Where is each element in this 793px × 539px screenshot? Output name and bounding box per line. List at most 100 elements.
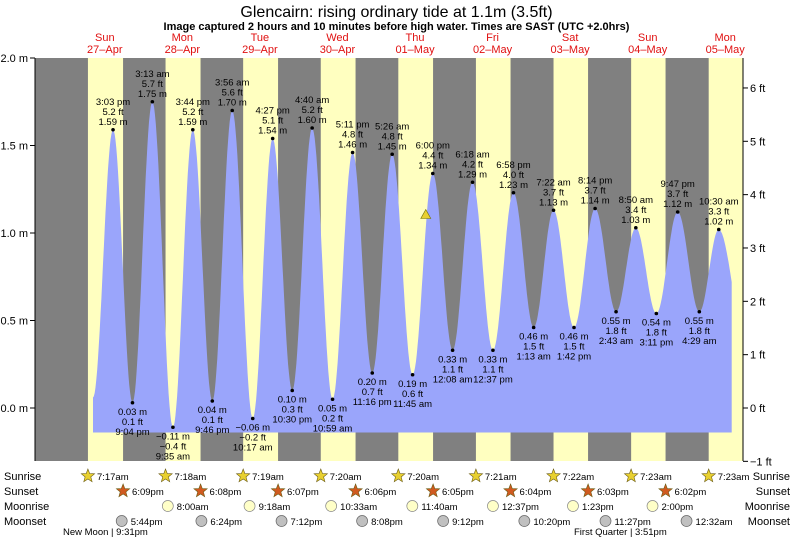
high-ft: 3.7 ft (543, 187, 564, 198)
row-label-left: Moonset (4, 516, 46, 528)
high-ft: 5.2 ft (102, 107, 123, 118)
sunset-time: 6:04pm (520, 487, 552, 498)
low-time: 9:46 pm (195, 425, 229, 436)
day-date: 05–May (706, 44, 746, 56)
high-ft: 5.7 ft (142, 79, 163, 90)
extreme-dot (410, 372, 415, 377)
tide-area (93, 101, 732, 433)
day-name: Tue (251, 32, 270, 44)
low-ft: 1.8 ft (689, 326, 710, 337)
high-time: 8:14 pm (578, 176, 612, 187)
low-ft: −0.4 ft (160, 441, 187, 452)
chart-subtitle: Image captured 2 hours and 10 minutes be… (164, 21, 630, 33)
moonset-time: 6:24pm (210, 517, 242, 528)
low-m: 0.33 m (438, 354, 467, 365)
moonrise-icon (325, 500, 338, 512)
sunrise-star-icon (158, 468, 174, 483)
high-m: 1.02 m (704, 217, 733, 228)
right-tick-label: 5 ft (750, 136, 765, 148)
right-tick-label: 3 ft (750, 243, 765, 255)
low-time: 1:42 pm (557, 352, 591, 363)
current-level-marker (420, 208, 432, 219)
low-ft: 1.8 ft (605, 326, 626, 337)
sunrise-star-icon (546, 468, 562, 483)
low-m: 0.46 m (519, 332, 548, 343)
low-ft: 0.7 ft (362, 387, 383, 398)
sunset-time: 6:06pm (365, 487, 397, 498)
right-tick-label: 0 ft (750, 403, 765, 415)
low-m: 0.19 m (398, 379, 427, 390)
sunset-star-icon (193, 483, 209, 498)
extreme-dot (230, 108, 235, 113)
extreme-dot (210, 399, 215, 403)
chart-title: Glencairn: rising ordinary tide at 1.1m … (240, 4, 552, 21)
high-time: 5:26 am (375, 121, 409, 132)
day-date: 28–Apr (165, 44, 201, 56)
sunset-star-icon (425, 483, 441, 498)
low-ft: −0.2 ft (239, 433, 266, 444)
sunset-time: 6:05pm (442, 487, 474, 498)
day-name: Mon (715, 32, 736, 44)
high-time: 3:13 am (135, 69, 169, 80)
low-time: 10:17 am (233, 443, 273, 454)
low-time: 4:29 am (682, 336, 716, 347)
day-date: 29–Apr (242, 44, 278, 56)
day-date: 30–Apr (320, 44, 356, 56)
high-m: 1.13 m (539, 197, 568, 208)
sunset-star-icon (658, 483, 674, 498)
moonrise-icon (487, 500, 499, 512)
low-m: 0.05 m (318, 403, 347, 414)
sunrise-time: 7:21am (485, 472, 517, 483)
high-time: 7:22 am (536, 177, 570, 188)
high-ft: 4.2 ft (462, 159, 483, 170)
moonrise-icon (243, 500, 256, 512)
high-m: 1.54 m (258, 126, 287, 137)
extreme-dot (290, 388, 295, 393)
low-m: 0.54 m (642, 318, 671, 329)
extreme-dot (697, 309, 702, 314)
extreme-dot (450, 348, 455, 353)
right-tick-label: −1 ft (750, 456, 772, 468)
low-time: 11:16 pm (353, 397, 392, 408)
low-time: 10:59 am (313, 423, 353, 434)
extreme-dot (634, 225, 638, 230)
sunset-time: 6:07pm (287, 487, 319, 498)
row-label-left: Sunset (4, 486, 38, 498)
sunrise-star-icon (235, 468, 251, 483)
low-m: 0.03 m (118, 407, 147, 418)
extreme-dot (171, 425, 175, 430)
moonset-icon (680, 515, 693, 527)
sunset-star-icon (115, 483, 131, 498)
sunrise-time: 7:20am (330, 472, 362, 483)
moonset-time: 5:44pm (131, 517, 163, 528)
moonset-time: 12:32am (696, 517, 733, 528)
high-ft: 3.4 ft (625, 205, 646, 216)
high-m: 1.60 m (298, 115, 327, 126)
left-tick-label: 0.5 m (0, 316, 28, 328)
row-label-left: Sunrise (4, 471, 41, 483)
sunset-time: 6:08pm (210, 487, 242, 498)
moonrise-time: 1:23pm (582, 502, 614, 513)
high-m: 1.59 m (178, 117, 207, 128)
extreme-dot (511, 190, 516, 195)
low-time: 11:45 am (393, 399, 432, 410)
day-date: 27–Apr (87, 44, 123, 56)
low-ft: 0.1 ft (122, 417, 143, 428)
high-m: 1.03 m (621, 215, 650, 226)
left-tick-label: 2.0 m (0, 53, 28, 65)
extreme-dot (130, 400, 135, 405)
high-m: 1.14 m (581, 196, 610, 207)
moonset-icon (437, 515, 449, 527)
moonset-time: 7:12pm (291, 517, 323, 528)
extreme-dot (614, 309, 618, 314)
extreme-dot (593, 206, 597, 211)
sunset-star-icon (270, 483, 286, 498)
right-tick-label: 6 ft (750, 83, 765, 95)
high-time: 10:30 am (699, 197, 739, 208)
high-m: 1.59 m (99, 117, 128, 128)
high-m: 1.45 m (378, 141, 407, 152)
moonset-time: 8:08pm (371, 517, 403, 528)
sunrise-star-icon (468, 468, 484, 483)
low-ft: 0.2 ft (322, 413, 343, 424)
